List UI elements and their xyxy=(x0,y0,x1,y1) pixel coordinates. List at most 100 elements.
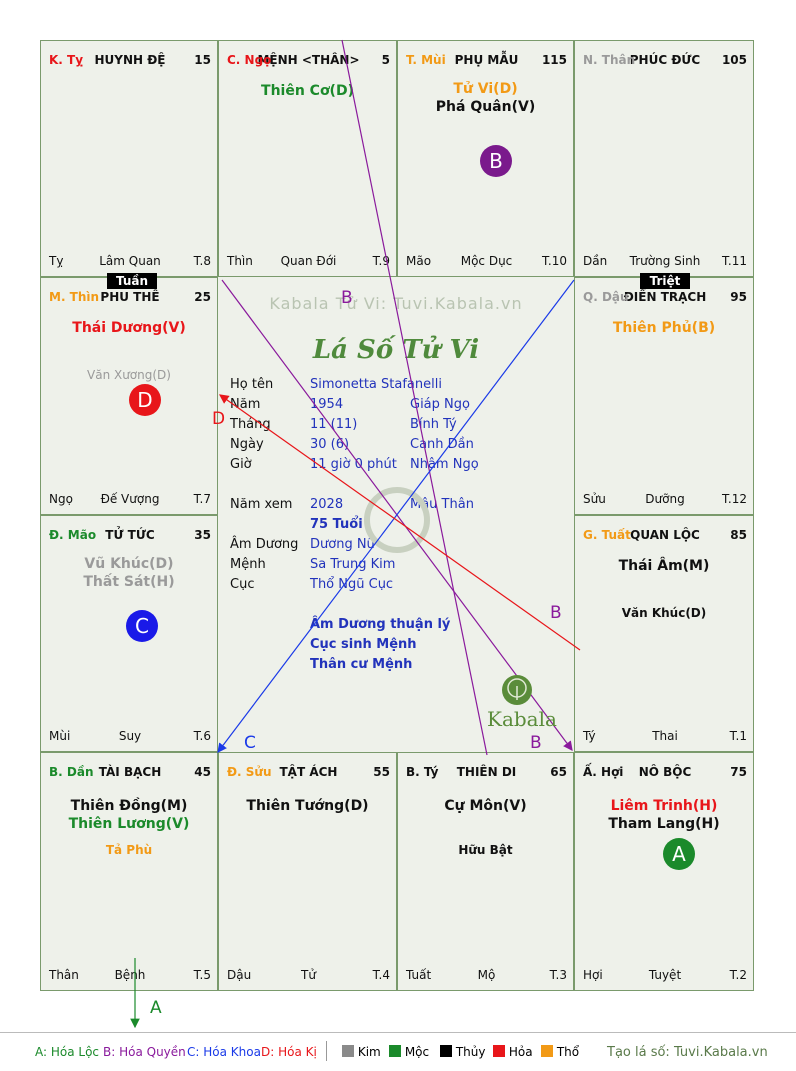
palace-name: ĐIỀN TRẠCH xyxy=(623,290,707,304)
palace-cell: TÀI BẠCH B. Dần 45 Thiên Đồng(M) Thiên Lương… xyxy=(40,752,218,991)
palace-header: THIÊN DI B. Tý 65 xyxy=(406,765,567,779)
palace-branch: Ấ. Hợi xyxy=(583,765,624,779)
legend-divider xyxy=(326,1041,327,1061)
legend-kim: Kim xyxy=(342,1045,381,1059)
palace-name: QUAN LỘC xyxy=(630,528,700,542)
palace-cell: ĐIỀN TRẠCH Q. Dậu 95 Thiên Phủ(B) Dưỡng Sửu T.… xyxy=(574,277,754,515)
palace-footer-branch: Thìn xyxy=(227,254,253,268)
center-info-panel: Kabala Tử Vi: Tuvi.Kabala.vn Lá Số Tử Vi… xyxy=(218,277,574,751)
palace-age-range: T.10 xyxy=(542,254,567,268)
palace-branch: Đ. Mão xyxy=(49,528,97,542)
palace-stage: Tử xyxy=(301,968,316,982)
info-value: 75 Tuổi xyxy=(310,517,363,532)
palace-number: 15 xyxy=(194,53,211,67)
palace-number: 55 xyxy=(373,765,390,779)
palace-footer: Quan Đới Thìn T.9 xyxy=(227,254,390,268)
info-value: Thổ Ngũ Cục xyxy=(310,577,394,592)
palace-number: 25 xyxy=(194,290,211,304)
major-star: Tham Lang(H) xyxy=(608,816,720,832)
palace-cell: MỆNH <THÂN> C. Ngọ 5 Thiên Cơ(D) Quan Đới Thì… xyxy=(218,40,397,277)
palace-footer-branch: Hợi xyxy=(583,968,603,982)
palace-branch: K. Tỵ xyxy=(49,53,84,67)
info-value: 11 giờ 0 phút xyxy=(310,457,397,472)
palace-age-range: T.1 xyxy=(729,729,747,743)
palace-number: 115 xyxy=(541,53,567,67)
info-label: Cục xyxy=(230,577,255,592)
major-star: Thiên Tướng(D) xyxy=(246,798,369,814)
triet-tag: Triệt xyxy=(640,273,690,289)
info-value: 30 (6) xyxy=(310,437,350,452)
palace-cell: PHU THÊ M. Thìn 25 Thái Dương(V) Văn Xương(D… xyxy=(40,277,218,515)
palace-footer-branch: Ngọ xyxy=(49,492,73,506)
palace-age-range: T.4 xyxy=(372,968,390,982)
major-star: Liêm Trinh(H) xyxy=(610,798,718,814)
major-star: Thái Dương(V) xyxy=(72,320,186,336)
palace-footer-branch: Tỵ xyxy=(49,254,64,268)
legend-hoa: Hỏa xyxy=(493,1045,533,1059)
major-star: Cự Môn(V) xyxy=(444,798,527,814)
legend-moc: Mộc xyxy=(389,1045,429,1059)
major-star: Phá Quân(V) xyxy=(435,99,536,115)
palace-cell: QUAN LỘC G. Tuất 85 Thái Âm(M) Văn Khúc(D) Th… xyxy=(574,515,754,752)
palace-age-range: T.5 xyxy=(193,968,211,982)
palace-footer-branch: Thân xyxy=(49,968,79,982)
info-label: Năm xyxy=(230,397,261,412)
info-label: Tháng xyxy=(230,417,271,432)
arrow-label-b-top: B xyxy=(341,288,353,308)
palace-stage: Quan Đới xyxy=(280,254,337,268)
palace-name: PHÚC ĐỨC xyxy=(629,53,701,67)
minor-star: Tả Phù xyxy=(105,843,153,857)
palace-header: TÀI BẠCH B. Dần 45 xyxy=(49,765,211,779)
palace-number: 95 xyxy=(730,290,747,304)
arrow-label-d: D xyxy=(212,409,226,429)
kabala-logo-text: Kabala xyxy=(487,707,557,731)
major-star: Thái Âm(M) xyxy=(618,558,710,574)
palace-number: 75 xyxy=(730,765,747,779)
palace-footer: Tử Dậu T.4 xyxy=(227,968,390,982)
arrow-label-b-right: B xyxy=(550,603,562,623)
watermark-text: Kabala Tử Vi: Tuvi.Kabala.vn xyxy=(269,294,523,313)
info-label: Mệnh xyxy=(230,557,266,572)
palace-footer: Mộ Tuất T.3 xyxy=(406,968,567,982)
arrow-label-b-bottom: B xyxy=(530,733,542,753)
palace-age-range: T.9 xyxy=(372,254,390,268)
info-label: Âm Dương xyxy=(230,537,299,552)
arrow-label-a: A xyxy=(150,998,162,1018)
palace-stage: Thai xyxy=(652,729,678,743)
chart-note: Âm Dương thuận lý xyxy=(310,617,451,632)
info-label: Giờ xyxy=(230,457,252,472)
major-star: Tử Vi(D) xyxy=(453,81,518,97)
info-value: Simonetta Stafanelli xyxy=(310,377,442,392)
legend-credit: Tạo lá số: Tuvi.Kabala.vn xyxy=(607,1045,768,1060)
palace-footer-branch: Dậu xyxy=(227,968,252,982)
transformation-badge: C xyxy=(126,610,158,642)
palace-header: PHU THÊ M. Thìn 25 xyxy=(49,290,211,304)
palace-footer: Bệnh Thân T.5 xyxy=(49,968,211,982)
major-star: Thiên Lương(V) xyxy=(68,816,190,832)
palace-cell: PHỤ MẪU T. Mùi 115 Tử Vi(D) Phá Quân(V) B Mộc … xyxy=(397,40,574,277)
palace-footer-branch: Tuất xyxy=(406,968,432,982)
transformation-badge: B xyxy=(480,145,512,177)
palace-name: TỬ TỨC xyxy=(105,528,155,542)
palace-header: MỆNH <THÂN> C. Ngọ 5 xyxy=(227,53,390,67)
palace-stage: Tuyệt xyxy=(648,968,682,982)
palace-age-range: T.11 xyxy=(722,254,747,268)
palace-age-range: T.12 xyxy=(722,492,747,506)
palace-name: HUYNH ĐỆ xyxy=(94,53,166,67)
palace-footer: Trường Sinh Dần T.11 xyxy=(583,254,747,268)
palace-number: 65 xyxy=(550,765,567,779)
info-value: Dương Nữ xyxy=(310,537,375,552)
palace-header: PHỤ MẪU T. Mùi 115 xyxy=(406,53,567,67)
palace-header: ĐIỀN TRẠCH Q. Dậu 95 xyxy=(583,290,747,304)
palace-stage: Mộ xyxy=(477,968,496,982)
palace-footer-branch: Mão xyxy=(406,254,432,268)
palace-footer: Suy Mùi T.6 xyxy=(49,729,211,743)
palace-branch: B. Tý xyxy=(406,765,439,779)
palace-branch: Đ. Sửu xyxy=(227,765,272,779)
palace-stage: Trường Sinh xyxy=(629,254,701,268)
palace-header: TẬT ÁCH Đ. Sửu 55 xyxy=(227,765,390,779)
palace-age-range: T.7 xyxy=(193,492,211,506)
major-star: Thất Sát(H) xyxy=(83,574,175,590)
chart-title: Lá Số Tử Vi xyxy=(312,335,480,365)
palace-cell: NÔ BỘC Ấ. Hợi 75 Liêm Trinh(H) Tham Lang(H) A… xyxy=(574,752,754,991)
